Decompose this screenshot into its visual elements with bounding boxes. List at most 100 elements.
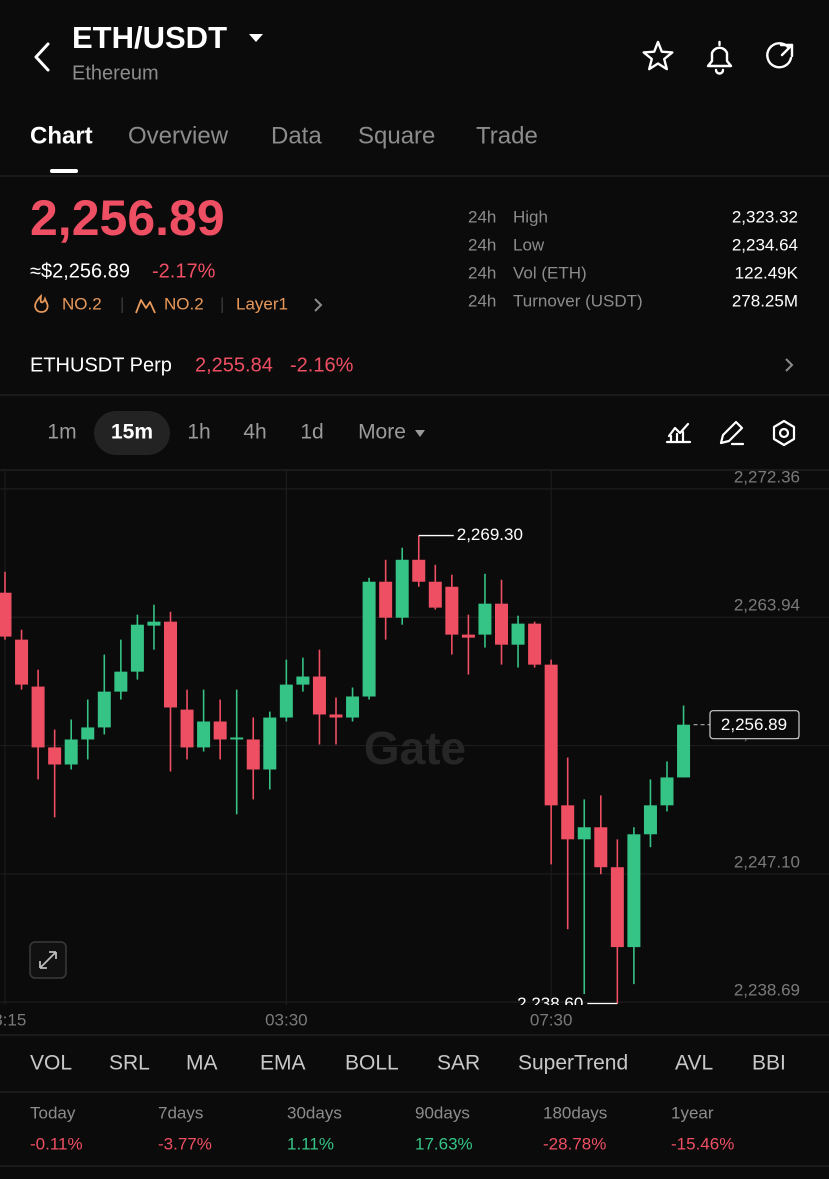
- candle-body: [577, 827, 591, 840]
- candle-body: [660, 777, 674, 806]
- candle-body: [15, 639, 29, 685]
- plot-area: 2,269.30 2,238.60: [0, 525, 691, 1013]
- indicator[interactable]: SAR: [437, 1052, 480, 1075]
- candle-body: [395, 559, 409, 618]
- performance-change: 17.63%: [415, 1134, 473, 1153]
- indicator-bar: VOL SRL MA EMA BOLL SAR SuperTrend AVL BBI: [30, 1052, 786, 1075]
- stat-value: 2,234.64: [732, 235, 798, 254]
- stats-panel: 24h High 2,323.32 24h Low 2,234.64 24h Vol (ETH…: [468, 207, 799, 310]
- perp-name[interactable]: ETHUSDT Perp: [30, 354, 172, 376]
- candle-body: [0, 592, 12, 637]
- favorite-icon[interactable]: [642, 40, 674, 71]
- settings-icon[interactable]: [772, 419, 796, 447]
- candle-body: [627, 834, 641, 948]
- rank-tag[interactable]: NO.2: [62, 294, 102, 313]
- performance-change: 1.11%: [287, 1134, 334, 1153]
- draw-icon[interactable]: [719, 420, 745, 446]
- performance-change: -3.77%: [158, 1134, 212, 1153]
- y-tick-label: 2,247.10: [734, 852, 800, 871]
- tab[interactable]: Overview: [128, 122, 229, 149]
- performance-period: 90days: [415, 1103, 470, 1122]
- candle-body: [379, 581, 393, 618]
- interval[interactable]: 15m: [111, 421, 153, 444]
- interval-bar: 1m 15m 1h 4h 1d More: [47, 421, 425, 444]
- indicator[interactable]: BOLL: [345, 1052, 399, 1075]
- indicator-icon[interactable]: [665, 422, 692, 444]
- indicator[interactable]: AVL: [675, 1052, 713, 1075]
- candle-body: [48, 747, 62, 765]
- share-icon[interactable]: [766, 42, 794, 69]
- candle-body: [478, 603, 492, 635]
- perp-change: -2.16%: [290, 354, 354, 376]
- candle-body: [445, 586, 459, 635]
- candle-body: [428, 581, 442, 608]
- candle-body: [114, 671, 128, 692]
- back-button[interactable]: [34, 42, 50, 72]
- tab-indicator: [50, 169, 78, 173]
- sector-tag[interactable]: Layer1: [236, 294, 288, 313]
- candle-body: [296, 676, 310, 685]
- candle-body: [197, 721, 211, 748]
- performance-period: Today: [30, 1103, 76, 1122]
- hot-icon: [34, 293, 49, 313]
- alert-icon[interactable]: [706, 40, 733, 75]
- candle-body: [677, 724, 691, 778]
- last-price-label: 2,256.89: [721, 715, 787, 734]
- indicator[interactable]: MA: [186, 1052, 218, 1075]
- candle-body: [130, 624, 144, 672]
- stat-period: 24h: [468, 263, 496, 282]
- stat-label: High: [513, 207, 548, 226]
- fullscreen-icon: [39, 951, 57, 969]
- tab[interactable]: Chart: [30, 122, 93, 149]
- candle-body: [31, 686, 45, 748]
- separator: |: [220, 294, 224, 313]
- candle-body: [511, 623, 525, 645]
- tab[interactable]: Square: [358, 122, 435, 149]
- indicator[interactable]: VOL: [30, 1052, 72, 1075]
- rank-tag[interactable]: NO.2: [164, 294, 204, 313]
- stat-label: Low: [513, 235, 545, 254]
- rank-icon: [135, 299, 156, 314]
- candle-body: [528, 623, 542, 665]
- chevron[interactable]: [314, 298, 323, 312]
- stat-value: 122.49K: [735, 263, 799, 282]
- stat-value: 278.25M: [732, 291, 798, 310]
- indicator[interactable]: EMA: [260, 1052, 306, 1075]
- candle-body: [594, 827, 608, 868]
- separator: |: [120, 294, 124, 313]
- last-price-box: [709, 710, 800, 740]
- last-price: 2,256.89: [30, 190, 225, 246]
- interval[interactable]: 4h: [243, 421, 266, 444]
- indicator[interactable]: SuperTrend: [518, 1052, 628, 1075]
- candle-body: [97, 691, 111, 728]
- tab-bar: Chart Overview Data Square Trade: [30, 122, 538, 173]
- candle-body: [147, 621, 161, 626]
- candle-body: [362, 581, 376, 697]
- pair-title[interactable]: ETH/USDT: [72, 20, 227, 55]
- interval[interactable]: 1d: [300, 421, 323, 444]
- interval[interactable]: More: [358, 421, 406, 444]
- chevron[interactable]: [785, 358, 794, 372]
- tab[interactable]: Trade: [476, 122, 538, 149]
- indicator[interactable]: SRL: [109, 1052, 150, 1075]
- price-change: -2.17%: [152, 260, 216, 282]
- tab[interactable]: Data: [271, 122, 322, 149]
- candle-body: [495, 603, 508, 645]
- stat-period: 24h: [468, 291, 496, 310]
- candle-body: [246, 739, 260, 770]
- candle-body: [180, 709, 194, 748]
- high-marker-label: 2,269.30: [457, 525, 523, 544]
- pair-dropdown[interactable]: [249, 34, 263, 42]
- interval[interactable]: 1h: [187, 421, 210, 444]
- candle-body: [81, 727, 95, 740]
- x-tick-label: 07:30: [530, 1010, 573, 1029]
- stat-period: 24h: [468, 207, 496, 226]
- more-caret[interactable]: [415, 430, 425, 437]
- stat-period: 24h: [468, 235, 496, 254]
- interval[interactable]: 1m: [47, 421, 76, 444]
- indicator[interactable]: BBI: [752, 1052, 786, 1075]
- low-marker-label: 2,238.60: [517, 994, 583, 1013]
- x-tick-label: 23:15: [0, 1010, 26, 1029]
